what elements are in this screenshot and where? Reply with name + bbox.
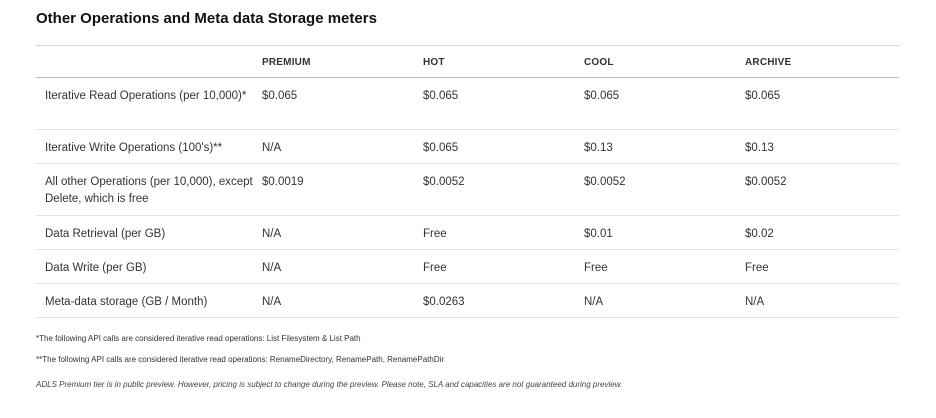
header-archive: ARCHIVE bbox=[745, 57, 792, 68]
header-premium: PREMIUM bbox=[262, 57, 311, 68]
operation-cell: Data Retrieval (per GB) bbox=[45, 228, 166, 240]
archive-price-cell: $0.13 bbox=[745, 142, 774, 154]
premium-price-cell: N/A bbox=[262, 228, 282, 240]
hot-price-cell: $0.065 bbox=[423, 142, 459, 154]
archive-price-cell: $0.0052 bbox=[745, 176, 787, 188]
archive-price-cell: $0.065 bbox=[745, 90, 781, 102]
cool-price-cell: Free bbox=[584, 262, 608, 274]
hot-price-cell: $0.065 bbox=[423, 90, 459, 102]
table-row: Data Retrieval (per GB) N/A Free $0.01 $… bbox=[36, 216, 899, 250]
operation-cell: Iterative Write Operations (100's)** bbox=[45, 142, 223, 154]
table-row: Data Write (per GB) N/A Free Free Free bbox=[36, 250, 899, 284]
premium-preview-disclaimer: ADLS Premium tier is in public preview. … bbox=[36, 380, 623, 389]
section-title: Other Operations and Meta data Storage m… bbox=[36, 10, 377, 27]
cool-price-cell: $0.01 bbox=[584, 228, 613, 240]
hot-price-cell: $0.0052 bbox=[423, 176, 465, 188]
table-row: Iterative Read Operations (per 10,000)* … bbox=[36, 78, 899, 130]
hot-price-cell: Free bbox=[423, 228, 447, 240]
header-hot: HOT bbox=[423, 57, 445, 68]
table-row: Iterative Write Operations (100's)** N/A… bbox=[36, 130, 899, 164]
premium-price-cell: $0.065 bbox=[262, 90, 298, 102]
table-row: Meta-data storage (GB / Month) N/A $0.02… bbox=[36, 284, 899, 318]
premium-price-cell: N/A bbox=[262, 262, 282, 274]
hot-price-cell: Free bbox=[423, 262, 447, 274]
header-cool: COOL bbox=[584, 57, 614, 68]
header-operation bbox=[36, 46, 262, 78]
premium-price-cell: $0.0019 bbox=[262, 176, 304, 188]
table-row: All other Operations (per 10,000), excep… bbox=[36, 164, 899, 216]
archive-price-cell: $0.02 bbox=[745, 228, 774, 240]
footnote-write-operations: **The following API calls are considered… bbox=[36, 355, 445, 364]
table-header-row: PREMIUM HOT COOL ARCHIVE bbox=[36, 45, 899, 78]
archive-price-cell: Free bbox=[745, 262, 769, 274]
operation-cell: Meta-data storage (GB / Month) bbox=[45, 296, 208, 308]
cool-price-cell: $0.0052 bbox=[584, 176, 626, 188]
operation-cell: Data Write (per GB) bbox=[45, 262, 147, 274]
operation-cell: All other Operations (per 10,000), excep… bbox=[45, 176, 253, 205]
archive-price-cell: N/A bbox=[745, 296, 765, 308]
cool-price-cell: $0.13 bbox=[584, 142, 613, 154]
pricing-table: PREMIUM HOT COOL ARCHIVE Iterative Read … bbox=[36, 45, 899, 318]
premium-price-cell: N/A bbox=[262, 296, 282, 308]
hot-price-cell: $0.0263 bbox=[423, 296, 465, 308]
operation-cell: Iterative Read Operations (per 10,000)* bbox=[45, 90, 247, 102]
footnote-read-operations: *The following API calls are considered … bbox=[36, 334, 361, 343]
cool-price-cell: $0.065 bbox=[584, 90, 620, 102]
cool-price-cell: N/A bbox=[584, 296, 604, 308]
premium-price-cell: N/A bbox=[262, 142, 282, 154]
